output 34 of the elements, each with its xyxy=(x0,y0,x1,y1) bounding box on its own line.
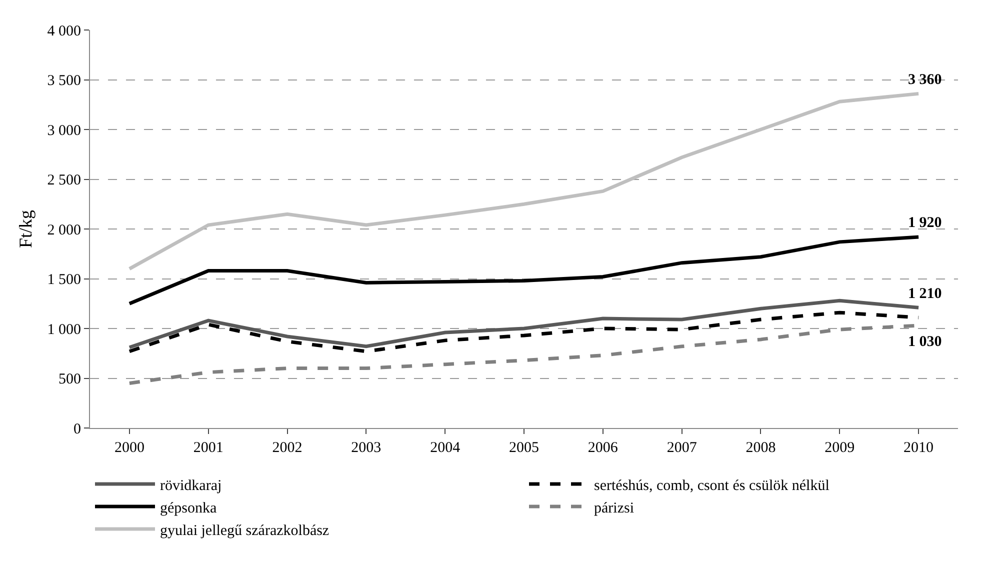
annotation: 1 210 xyxy=(908,286,942,302)
y-tick-label: 2 500 xyxy=(47,172,81,188)
legend-label: rövidkaraj xyxy=(160,478,222,494)
annotation: 3 360 xyxy=(908,72,942,88)
x-tick-label: 2000 xyxy=(114,440,144,456)
y-tick-label: 0 xyxy=(74,421,81,438)
line-series xyxy=(128,235,920,306)
x-tick-label: 2003 xyxy=(351,440,382,456)
x-tick-label: 2007 xyxy=(666,440,698,456)
y-tick-label: 1 000 xyxy=(47,322,81,338)
y-tick-label: 3 500 xyxy=(47,73,81,89)
legend-label: párizsi xyxy=(594,500,634,516)
x-tick-label: 2008 xyxy=(746,440,776,456)
y-tick-label: 2 000 xyxy=(47,222,81,238)
x-tick-label: 2004 xyxy=(430,440,461,456)
x-tick-label: 2002 xyxy=(272,440,302,456)
y-tick-label: 3 000 xyxy=(47,122,81,139)
annotation: 1 920 xyxy=(908,215,942,231)
x-tick-label: 2010 xyxy=(904,440,934,456)
y-tick-label: 4 000 xyxy=(47,23,81,40)
line-series xyxy=(128,310,920,354)
x-tick-label: 2006 xyxy=(588,440,618,456)
line-series xyxy=(128,92,920,271)
legend-label: sertéshús, comb, csont és csülök nélkül xyxy=(594,478,830,494)
x-tick-label: 2001 xyxy=(193,440,224,456)
x-tick-label: 2005 xyxy=(509,440,539,456)
x-tick-label: 2009 xyxy=(824,440,855,456)
line-series xyxy=(128,298,920,350)
legend-label: gépsonka xyxy=(160,500,217,516)
legend-label: gyulai jellegű szárazkolbász xyxy=(160,522,330,539)
annotation: 1 030 xyxy=(908,334,942,350)
y-axis-title: Ft/kg xyxy=(15,210,36,248)
y-tick-label: 1 500 xyxy=(47,272,81,288)
y-tick-label: 500 xyxy=(58,372,81,388)
